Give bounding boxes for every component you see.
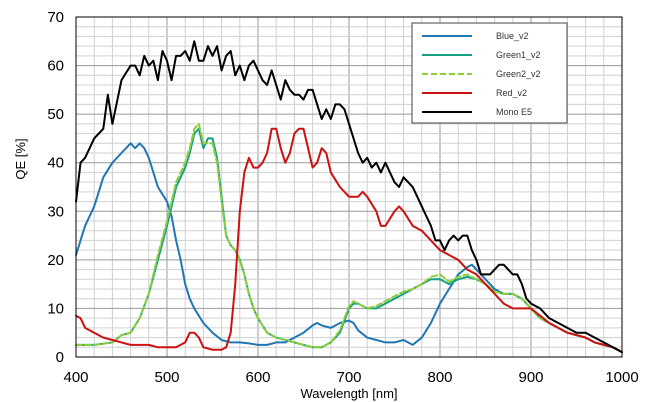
legend-box [411,22,568,124]
x-tick-label: 600 [245,369,270,386]
grid [75,16,623,358]
y-tick-label: 70 [47,9,64,26]
y-tick-label: 30 [47,203,64,220]
y-tick-label: 0 [56,349,64,366]
y-axis-label: QE [%] [13,138,28,179]
legend-label: Mono E5 [496,107,532,117]
y-tick-label: 40 [47,155,64,172]
y-tick-label: 20 [47,252,64,269]
series-line-green2-v2 [75,122,623,354]
x-axis-label: Wavelength [nm] [300,386,397,401]
series-group [75,40,623,354]
x-tick-label: 900 [518,369,543,386]
legend-label: Green1_v2 [496,50,541,60]
legend-label: Blue_v2 [496,31,529,41]
x-tick-labels: 400 500 600 700 800 900 1000 [63,369,638,386]
x-tick-label: 1000 [605,369,638,386]
x-tick-label: 400 [63,369,88,386]
y-tick-label: 10 [47,300,64,317]
series-line-mono-e5 [75,40,623,354]
x-tick-label: 800 [427,369,452,386]
legend-label: Green2_v2 [496,69,541,79]
y-tick-label: 60 [47,58,64,75]
y-tick-label: 50 [47,106,64,123]
legend-label: Red_v2 [496,88,527,98]
plot-frame [75,16,623,358]
series-line-green1-v2 [75,127,623,354]
x-tick-label: 700 [336,369,361,386]
legend: Blue_v2 Green1_v2 Green2_v2 Red_v2 Mono E5 [411,22,568,124]
x-tick-label: 500 [154,369,179,386]
series-line-red-v2 [75,127,623,354]
y-tick-labels: 0 10 20 30 40 50 60 70 [47,9,64,366]
